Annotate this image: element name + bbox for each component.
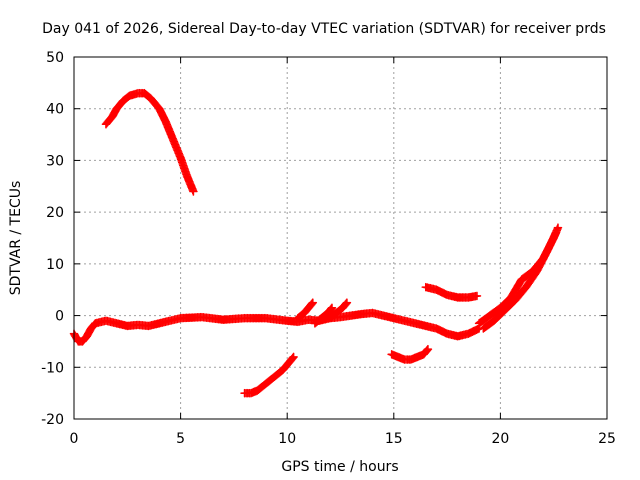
x-tick-label: 5 <box>176 431 185 447</box>
data-point <box>308 298 318 307</box>
data-point <box>289 352 298 362</box>
y-tick-label: -10 <box>41 360 64 376</box>
series-arc-main <box>69 308 484 346</box>
data-point <box>341 299 351 308</box>
x-tick-label: 0 <box>70 431 79 447</box>
series-arc-branch-3 <box>325 298 352 323</box>
axis-layer: 0 5 10 15 20 25 -20 -10 0 10 20 30 40 50 <box>41 50 616 447</box>
y-axis-label: SDTVAR / TECUs <box>8 181 24 296</box>
y-tick-label: -20 <box>41 412 64 428</box>
chart-title: Day 041 of 2026, Sidereal Day-to-day VTE… <box>42 21 606 37</box>
series-arc-branch-2 <box>310 303 337 328</box>
series-arc-branch-1 <box>293 298 318 323</box>
grid-layer <box>74 57 607 419</box>
data-point <box>423 344 433 354</box>
data-point <box>422 345 432 355</box>
series-arc-rising-2 <box>479 228 561 333</box>
y-tick-label: 50 <box>46 50 64 66</box>
y-tick-label: 40 <box>46 102 64 118</box>
data-point <box>307 299 317 308</box>
x-tick-label: 20 <box>491 431 509 447</box>
data-point <box>326 304 336 314</box>
plot-frame <box>73 56 608 420</box>
data-point <box>551 228 561 238</box>
y-tick-label: 20 <box>46 205 64 221</box>
series-layer <box>69 88 563 398</box>
series-arc-mid-low <box>387 344 433 364</box>
y-tick-label: 30 <box>46 153 64 169</box>
series-arc-peak <box>101 88 198 196</box>
data-point <box>472 291 482 301</box>
data-point <box>327 303 337 313</box>
x-tick-label: 25 <box>598 431 616 447</box>
y-tick-label: 0 <box>55 309 64 325</box>
x-axis-label: GPS time / hours <box>281 459 398 475</box>
y-tick-label: 10 <box>46 257 64 273</box>
data-point <box>189 187 198 196</box>
x-tick-label: 15 <box>385 431 403 447</box>
series-arc-low <box>240 352 298 398</box>
x-tick-label: 10 <box>278 431 296 447</box>
data-point <box>553 223 563 232</box>
data-point <box>342 298 352 307</box>
data-point <box>288 353 298 363</box>
series-arc-upper-short <box>421 282 482 302</box>
